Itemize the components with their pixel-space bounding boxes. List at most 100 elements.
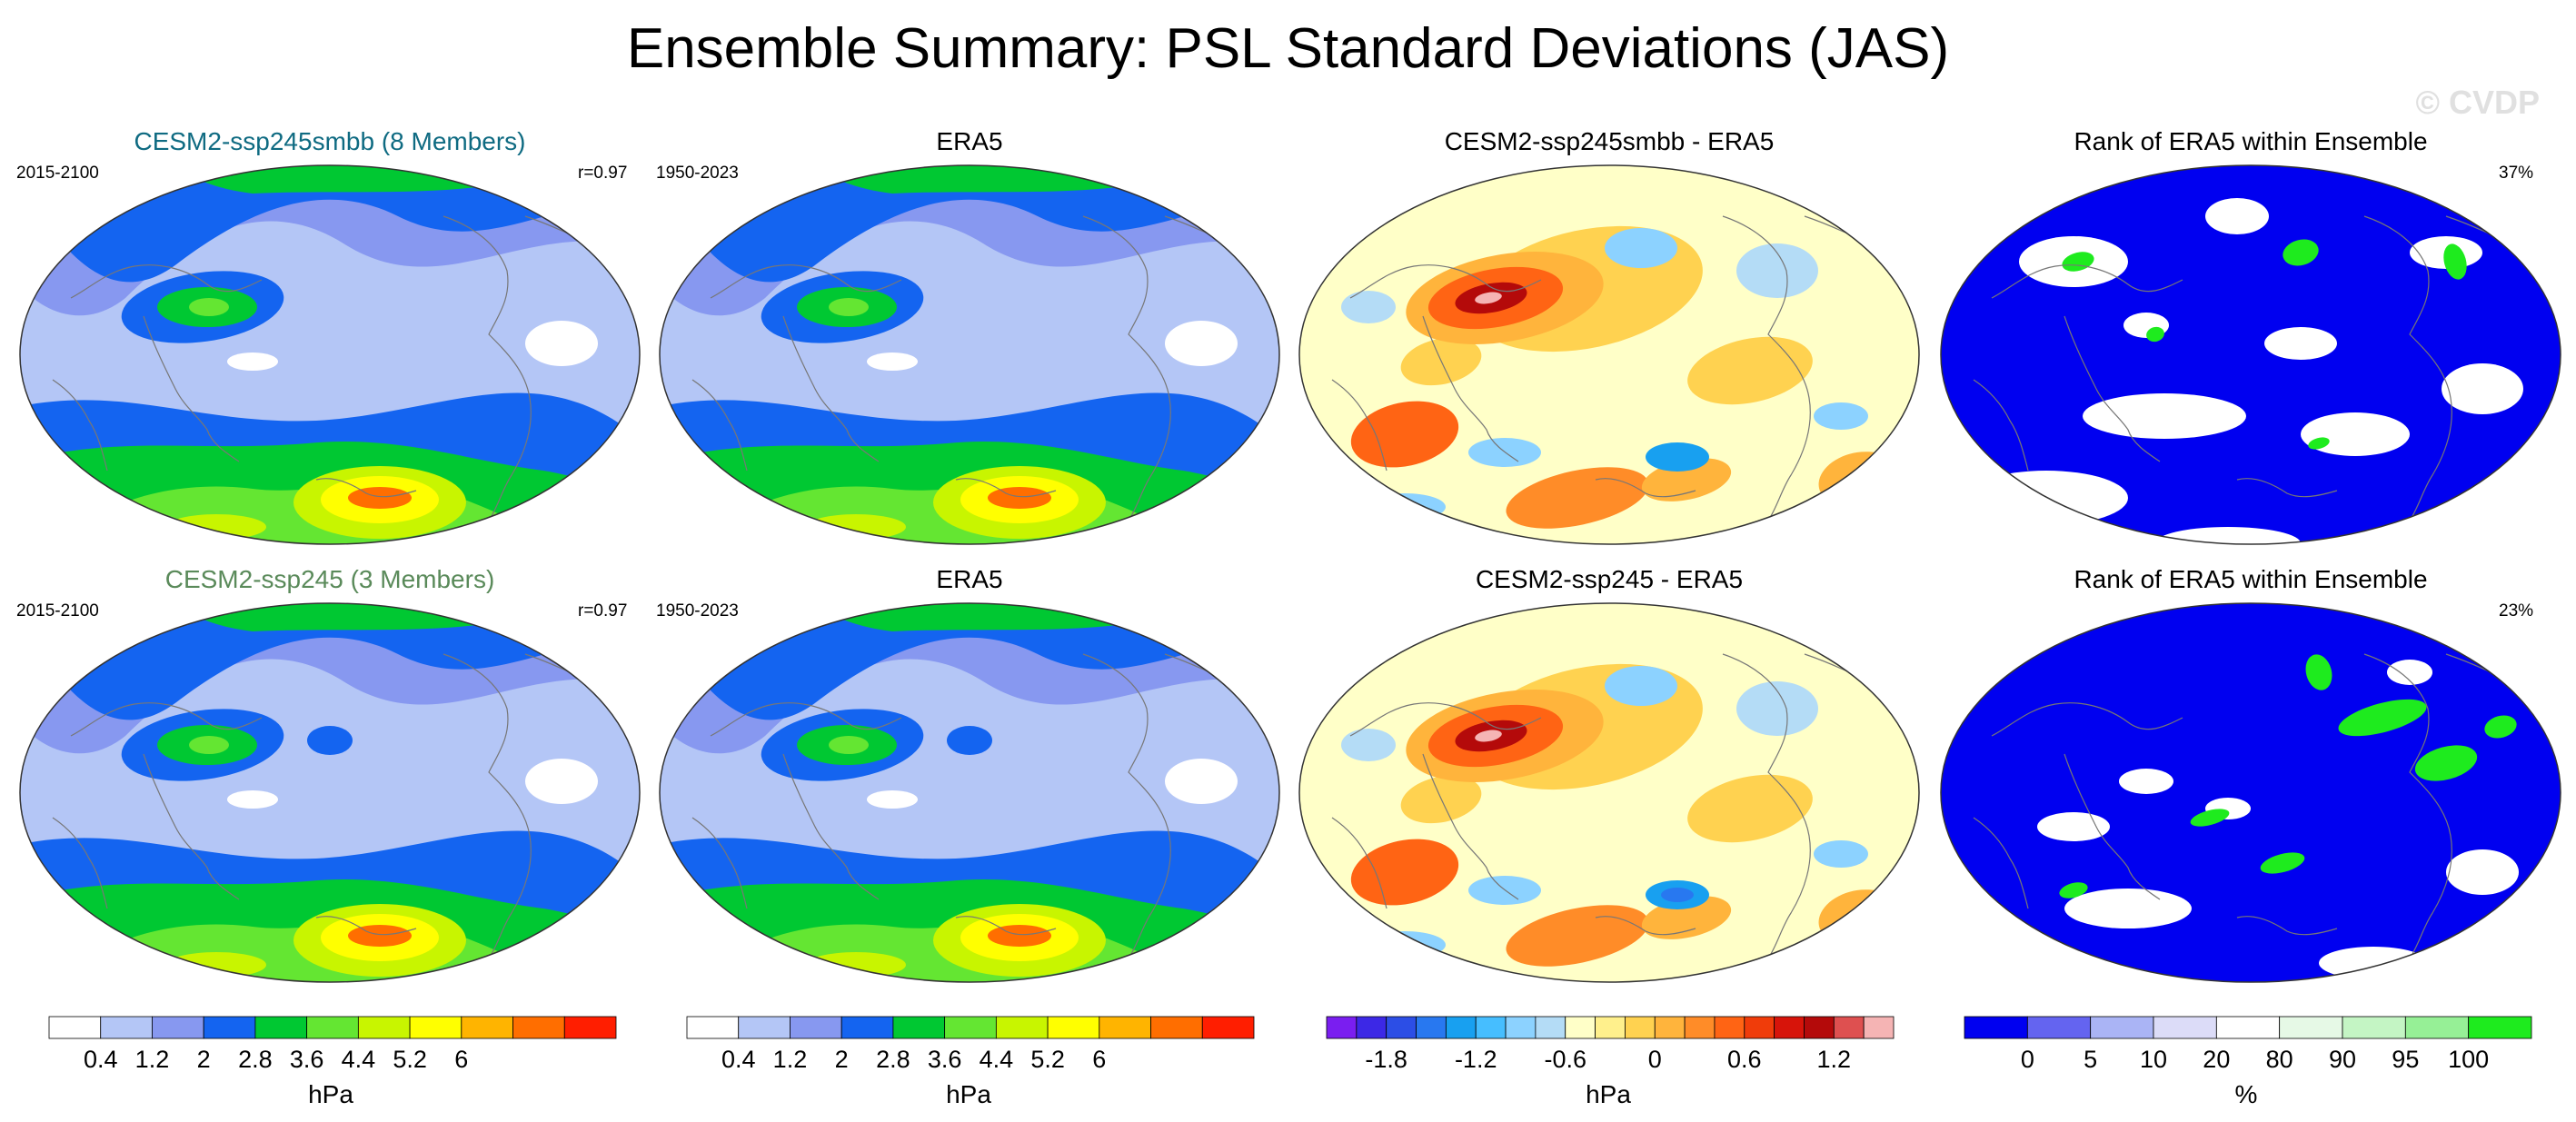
period-label: 2015-2100 xyxy=(16,164,99,183)
colorbar-tick-label: 1.2 xyxy=(135,1046,170,1073)
colorbar-swatch xyxy=(152,1016,204,1039)
colorbar-tick-label: 3.6 xyxy=(290,1046,324,1073)
colorbar-swatch xyxy=(1047,1016,1100,1039)
colorbar-swatch xyxy=(2153,1016,2217,1039)
neg-anomaly-1 xyxy=(1736,243,1818,298)
colorbar-swatch xyxy=(1654,1016,1686,1039)
neg-anomaly-6 xyxy=(1341,729,1396,761)
so-peak xyxy=(988,925,1051,947)
map-outline xyxy=(1298,164,1920,545)
colorbar-swatch xyxy=(790,1016,842,1039)
neg-anomaly-0 xyxy=(1605,666,1677,706)
coastline-0 xyxy=(1082,215,1171,521)
colorbar-swatch xyxy=(357,1016,411,1039)
period-label: 1950-2023 xyxy=(656,164,739,183)
tropical-pacific-min xyxy=(867,352,918,371)
colorbar-swatch xyxy=(2026,1016,2092,1039)
so-secondary xyxy=(166,952,266,978)
colorbar-tick-label: 0 xyxy=(1648,1046,1662,1073)
np-positive-peak xyxy=(1475,292,1502,304)
coastline-4 xyxy=(1595,916,1696,936)
tropical-atlantic-min xyxy=(525,759,598,804)
coastline-0 xyxy=(2363,215,2452,521)
colorbar-tick-label: 10 xyxy=(2140,1046,2167,1073)
rank-high-region-2 xyxy=(2414,745,2478,781)
colorbar-tick-label: 2 xyxy=(197,1046,211,1073)
colorbar-swatch xyxy=(1774,1016,1805,1039)
rank-map xyxy=(1940,164,2561,545)
map-outline xyxy=(1298,602,1920,983)
coastline-0 xyxy=(443,653,532,959)
coastline-1 xyxy=(1349,702,1542,737)
pos-anomaly-2 xyxy=(1350,839,1459,906)
colorbar-tick-label: 2.8 xyxy=(238,1046,273,1073)
tropical-atlantic-min xyxy=(525,321,598,366)
np-secondary xyxy=(307,726,353,755)
rank-mid-region-4 xyxy=(2083,393,2246,439)
colorbar-swatch xyxy=(944,1016,997,1039)
pos-anomaly-2 xyxy=(1350,401,1459,468)
coastline-2 xyxy=(2064,753,2161,900)
colorbar-swatch xyxy=(1416,1016,1447,1039)
colorbar-tick-label: 95 xyxy=(2392,1046,2419,1073)
neg-anomaly-6 xyxy=(1341,291,1396,323)
correlation-label: r=0.97 xyxy=(578,164,628,183)
colorbar-tick-label: 2.8 xyxy=(876,1046,910,1073)
colorbar-swatch xyxy=(1595,1016,1626,1039)
colorbar-tick-label: -0.6 xyxy=(1544,1046,1586,1073)
colorbar-swatch xyxy=(1099,1016,1151,1039)
rank-mid-region-5 xyxy=(2301,412,2410,456)
tropical-atlantic-min xyxy=(1165,759,1238,804)
colorbar-swatch xyxy=(2342,1016,2406,1039)
map-outline xyxy=(659,164,1280,545)
neg-anomaly-1 xyxy=(1736,681,1818,736)
colorbar-swatch xyxy=(738,1016,791,1039)
colorbar-tick-label: 0.4 xyxy=(721,1046,756,1073)
panel-title: CESM2-ssp245smbb (8 Members) xyxy=(134,127,526,155)
colorbar-swatch xyxy=(1804,1016,1835,1039)
colorbar-tick-label: 0.4 xyxy=(84,1046,118,1073)
colorbar-tick-label: 100 xyxy=(2448,1046,2489,1073)
colorbar-units: hPa xyxy=(1586,1080,1631,1108)
colorbar-tick-label: 6 xyxy=(454,1046,468,1073)
colorbar-swatch xyxy=(686,1016,740,1039)
coastline-2 xyxy=(143,753,240,900)
figure-title: Ensemble Summary: PSL Standard Deviation… xyxy=(626,17,1950,80)
so-peak xyxy=(348,487,412,509)
np-peak xyxy=(829,298,869,316)
coastline-5 xyxy=(691,379,748,472)
colorbar-tick-label: 4.4 xyxy=(980,1046,1014,1073)
coastline-2 xyxy=(1422,315,1519,462)
coastline-4 xyxy=(955,478,1057,498)
coastline-5 xyxy=(691,817,748,909)
colorbar-swatch xyxy=(100,1016,153,1039)
colorbar-swatch xyxy=(1445,1016,1477,1039)
colorbar-swatch xyxy=(995,1016,1049,1039)
colorbar-swatch xyxy=(461,1016,513,1039)
rank-high-region-5 xyxy=(2260,852,2305,874)
coastline-1 xyxy=(1349,264,1542,299)
colorbar-tick-label: 90 xyxy=(2329,1046,2356,1073)
colorbar-tick-label: 5 xyxy=(2084,1046,2097,1073)
coastline-2 xyxy=(782,753,880,900)
rank-mid-region-1 xyxy=(2387,660,2432,685)
colorbar-swatch xyxy=(1565,1016,1596,1039)
panel-title: ERA5 xyxy=(936,127,1003,155)
colorbar-tick-label: 0 xyxy=(2021,1046,2034,1073)
coastline-0 xyxy=(1722,653,1811,959)
rank-mid-region-2 xyxy=(2037,812,2110,841)
colorbar-swatch xyxy=(1535,1016,1566,1039)
coastline-4 xyxy=(315,478,417,498)
diff-map xyxy=(1298,164,1920,545)
colorbar-swatch xyxy=(2279,1016,2343,1039)
pos-anomaly-4 xyxy=(1687,336,1813,405)
so-peak xyxy=(348,925,412,947)
colorbar-swatch xyxy=(892,1016,946,1039)
rank-high-region-3 xyxy=(2484,715,2517,739)
colorbar-swatch xyxy=(2404,1016,2470,1039)
coastline-0 xyxy=(1722,215,1811,521)
coastline-1 xyxy=(70,702,263,737)
colorbar-tick-label: 4.4 xyxy=(342,1046,376,1073)
colorbar-swatch xyxy=(1356,1016,1387,1039)
tropical-pacific-min xyxy=(867,790,918,809)
